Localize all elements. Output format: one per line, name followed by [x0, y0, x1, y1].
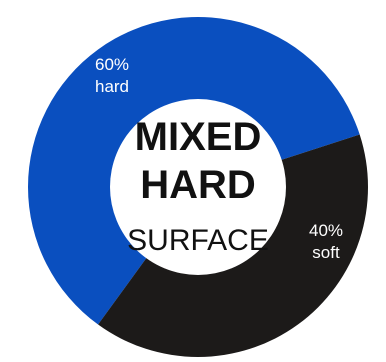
center-title-line-1: MIXED: [135, 115, 262, 159]
center-title-line-3: SURFACE: [127, 224, 269, 257]
slice-label-pct-hard: 60%: [95, 55, 129, 74]
slice-label-name-hard: hard: [95, 77, 129, 96]
slice-label-pct-soft: 40%: [309, 221, 343, 240]
center-title-line-2: HARD: [140, 163, 256, 207]
slice-labels: 60% hard 40% soft: [95, 55, 343, 262]
donut-hole: [110, 99, 286, 275]
slice-label-name-soft: soft: [312, 243, 340, 262]
